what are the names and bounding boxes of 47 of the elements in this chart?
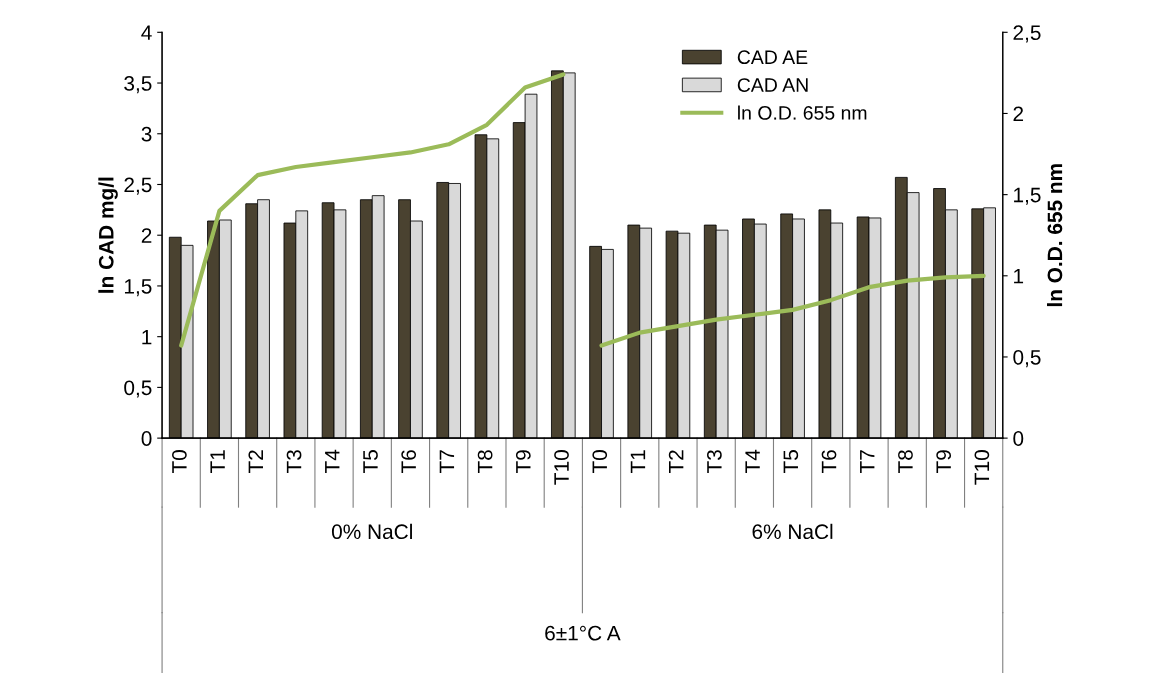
x-tick-label: T0 xyxy=(172,450,187,474)
x-tick-label: T3 xyxy=(286,450,302,474)
x-tick-label: T0 xyxy=(592,450,608,474)
x-tick-label: T1 xyxy=(210,450,225,474)
x-tick-label: T4 xyxy=(745,449,760,474)
x-tick-label: T5 xyxy=(363,450,378,474)
y-tick-label: 3,5 xyxy=(124,76,152,94)
y-tick-label: 4 xyxy=(141,25,152,40)
x-tick-label: T7 xyxy=(439,450,455,474)
text: 6% NaCl xyxy=(752,523,833,540)
x-tick-label: T10 xyxy=(974,450,990,485)
y2-tick-label: 1,5 xyxy=(1014,187,1041,205)
line-series xyxy=(599,273,986,348)
y-tick-label: 0,5 xyxy=(124,380,152,398)
y2-tick-label: 1 xyxy=(1014,269,1024,284)
x-tick-label: T7 xyxy=(860,450,875,474)
y-tick-label: 3 xyxy=(141,126,152,142)
legend-label: CAD AE xyxy=(737,50,808,65)
text: 6±1°C A xyxy=(545,625,621,641)
x-tick-label: T2 xyxy=(248,450,263,474)
y-tick-label: 2 xyxy=(141,228,152,243)
legend-label: CAD AN xyxy=(737,78,808,92)
y2-axis-title: ln O.D. 655 nm xyxy=(1047,164,1063,307)
x-tick-label: T3 xyxy=(707,450,722,474)
y-tick-label: 2,5 xyxy=(124,177,152,195)
y-tick-label: 1,5 xyxy=(124,279,152,297)
line-series xyxy=(179,72,566,348)
x-tick-label: T2 xyxy=(668,450,684,474)
legend-label: ln O.D. 655 nm xyxy=(738,105,867,120)
x-tick-label: T5 xyxy=(783,450,799,474)
y-tick-label: 0 xyxy=(141,431,152,446)
y2-tick-label: 2,5 xyxy=(1013,25,1041,43)
x-tick-label: T1 xyxy=(630,450,646,474)
x-tick-label: T8 xyxy=(477,450,493,474)
x-tick-label: T6 xyxy=(401,450,417,474)
x-tick-label: T9 xyxy=(515,450,531,474)
y2-tick-label: 0,5 xyxy=(1013,349,1041,368)
y2-tick-label: 0 xyxy=(1013,431,1024,446)
y-axis-title: ln CAD mg/l xyxy=(98,177,118,293)
y-tick-label: 1 xyxy=(142,329,152,345)
x-tick-label: T10 xyxy=(554,450,569,485)
x-tick-label: T9 xyxy=(936,450,952,474)
x-tick-label: T4 xyxy=(325,449,340,474)
text: 0% NaCl xyxy=(331,523,412,540)
y2-tick-label: 2 xyxy=(1013,106,1024,122)
x-tick-label: T8 xyxy=(898,450,913,474)
x-tick-label: T6 xyxy=(821,450,837,474)
